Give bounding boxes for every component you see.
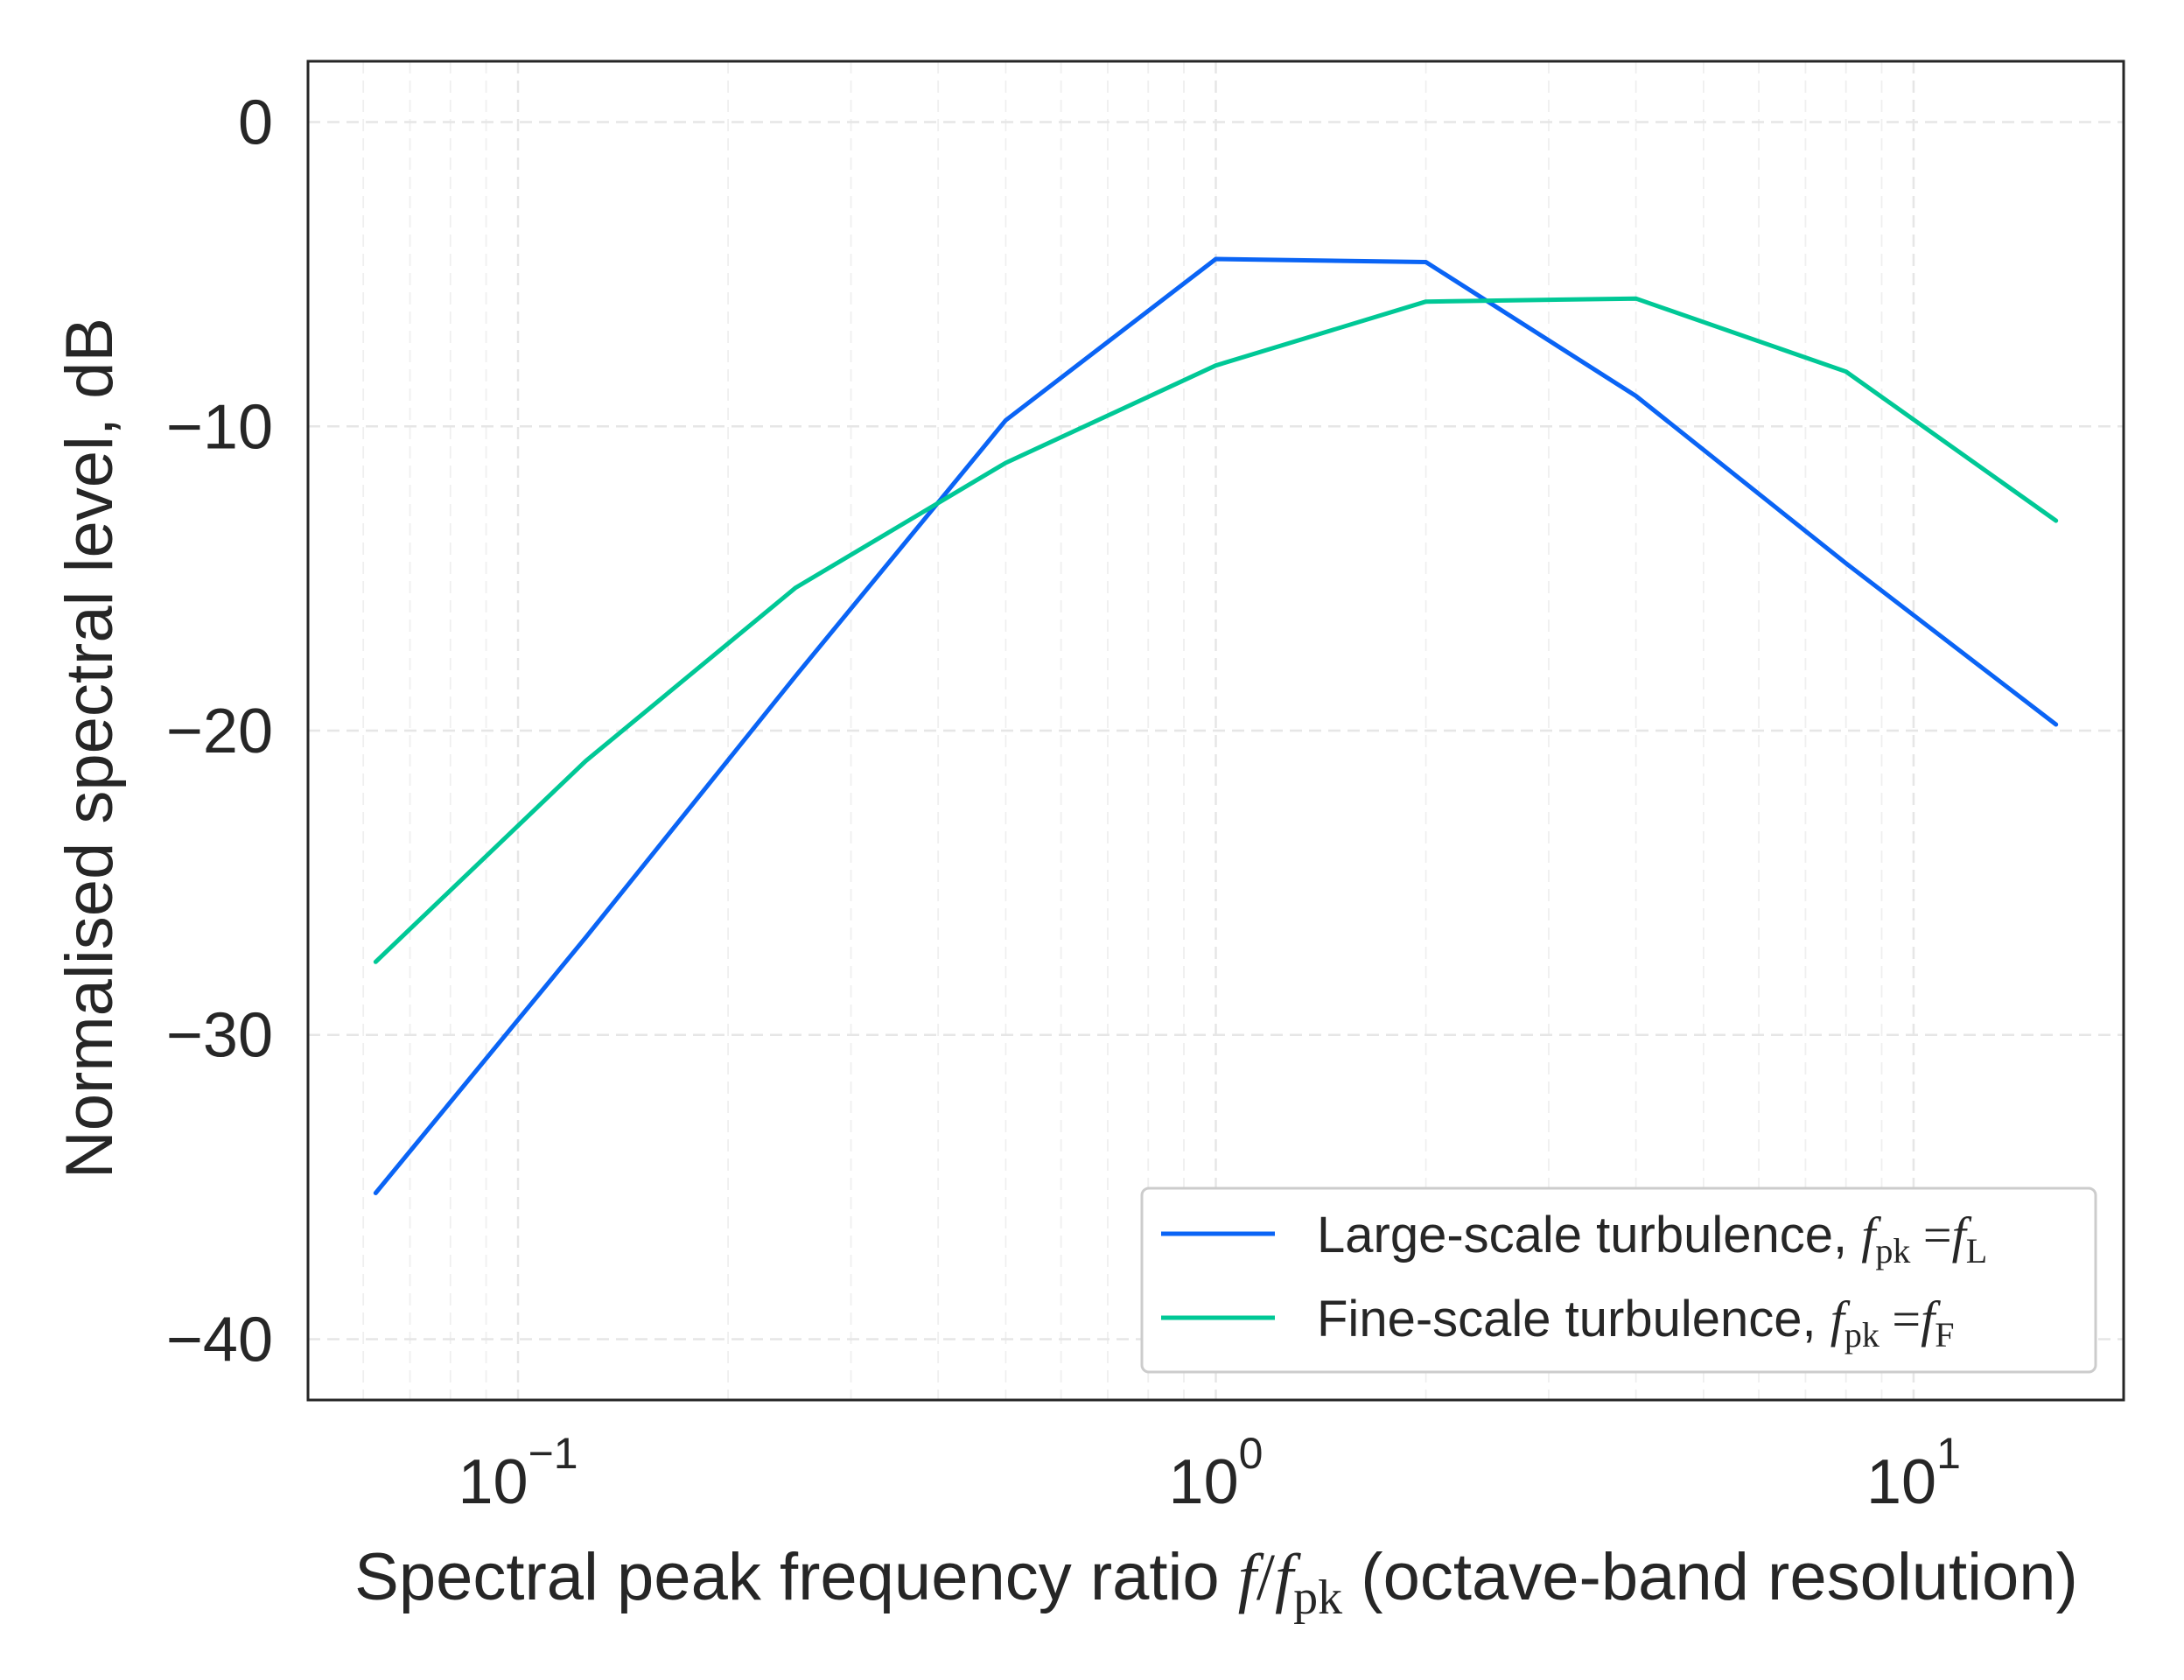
x-tick-exponent: 1: [1936, 1429, 1961, 1478]
y-tick-label: 0: [238, 88, 273, 158]
x-axis-label: Spectral peak frequency ratio f/fpk (oct…: [354, 1540, 2078, 1625]
legend-box: [1140, 1186, 2097, 1374]
x-tick-exponent: 0: [1239, 1429, 1264, 1478]
series-line-2: [373, 296, 2059, 964]
x-tick-label: 10−1: [458, 1429, 578, 1517]
x-axis-label-fpk-sub: pk: [1293, 1571, 1342, 1625]
x-tick-base: 10: [1866, 1447, 1936, 1517]
series-line-1: [373, 256, 2059, 1195]
legend-label-2: Fine-scale turbulence, fpk =fF: [1317, 1291, 1954, 1354]
x-axis-label-prefix: Spectral peak frequency ratio: [354, 1540, 1238, 1614]
legend-label-1: Large-scale turbulence, fpk =fL: [1317, 1207, 1987, 1270]
x-tick-exponent: −1: [528, 1429, 578, 1478]
y-tick-label: −40: [166, 1305, 273, 1375]
series-lines: [373, 256, 2059, 1195]
y-tick-label: −10: [166, 392, 273, 462]
x-tick-label: 101: [1866, 1429, 1961, 1517]
x-axis-label-suffix: (octave-band resolution): [1342, 1540, 2078, 1614]
plot-frame: [306, 60, 2125, 1402]
y-tick-label: −20: [166, 696, 273, 766]
x-axis-label-slash: /: [1256, 1541, 1276, 1614]
legend: Large-scale turbulence, fpk =fL Fine-scal…: [1140, 1186, 2097, 1374]
x-tick-base: 10: [458, 1447, 528, 1517]
x-tick-label: 100: [1169, 1429, 1264, 1517]
y-axis-ticks: 0 −10 −20 −30 −40: [166, 88, 273, 1376]
y-axis-label: Normalised spectral level, dB: [52, 318, 127, 1179]
y-tick-label: −30: [166, 1001, 273, 1071]
x-tick-base: 10: [1169, 1447, 1239, 1517]
x-axis-ticks: 10−1 100 101: [458, 1429, 1961, 1517]
